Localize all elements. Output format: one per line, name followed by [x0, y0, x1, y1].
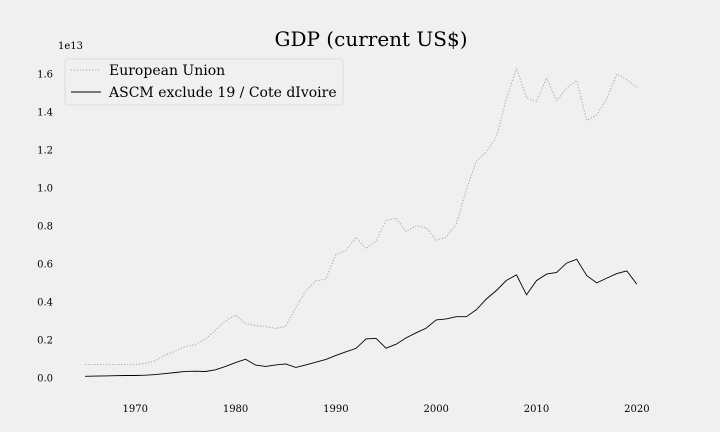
- y-tick-label: 0.0: [37, 373, 53, 384]
- y-tick-label: 0.6: [37, 259, 53, 270]
- x-tick-label: 1980: [223, 404, 248, 415]
- x-tick-label: 1970: [123, 404, 148, 415]
- x-tick-label: 2010: [524, 404, 549, 415]
- y-tick-label: 0.2: [37, 335, 53, 346]
- x-tick-label: 2000: [423, 404, 448, 415]
- x-tick-label: 1990: [323, 404, 348, 415]
- series-line-1: [85, 258, 638, 377]
- legend-frame: [64, 58, 344, 106]
- chart-title: GDP (current US$): [274, 27, 467, 51]
- y-tick-label: 1.4: [37, 107, 53, 118]
- series-layer: [85, 66, 638, 377]
- y-tick-label: 0.4: [37, 297, 53, 308]
- y-tick-label: 1.0: [37, 183, 53, 194]
- legend-label-european-union: European Union: [109, 63, 225, 79]
- x-axis-ticks: 1970 1980 1990 2000 2010 2020: [123, 404, 650, 415]
- legend-label-ascm: ASCM exclude 19 / Cote dIvoire: [108, 85, 337, 101]
- x-tick-label: 2020: [624, 404, 649, 415]
- y-tick-label: 0.8: [37, 221, 53, 232]
- series-line-0: [85, 66, 638, 366]
- y-tick-label: 1.6: [37, 69, 53, 80]
- y-axis-ticks: 0.0 0.2 0.4 0.6 0.8 1.0 1.2 1.4 1.6: [37, 69, 53, 384]
- y-axis-offset-label: 1e13: [58, 41, 83, 52]
- y-tick-label: 1.2: [37, 145, 53, 156]
- legend: European Union ASCM exclude 19 / Cote dI…: [64, 58, 344, 106]
